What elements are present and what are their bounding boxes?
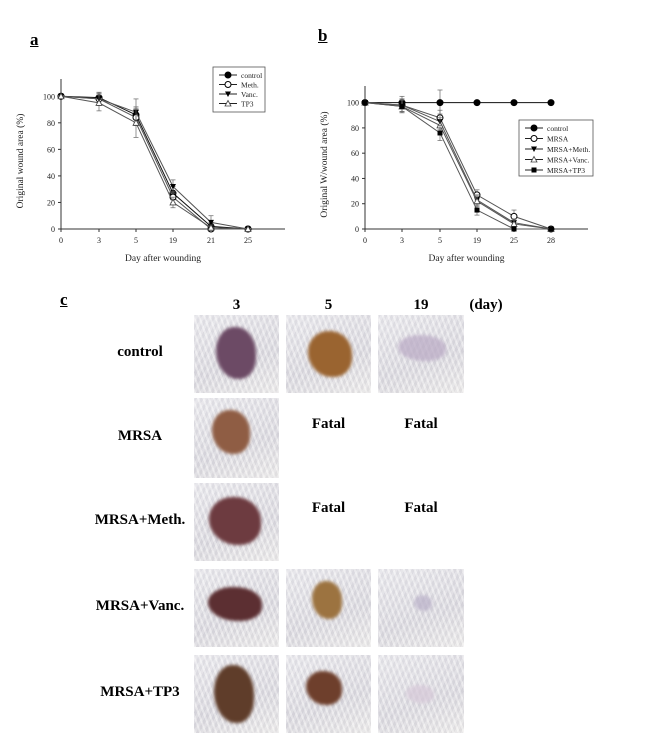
series-control <box>361 89 555 116</box>
svg-text:19: 19 <box>473 236 481 245</box>
svg-text:Vanc.: Vanc. <box>241 90 258 99</box>
wound-photo <box>194 315 279 393</box>
svg-text:control: control <box>241 71 262 80</box>
svg-text:Original W/wound area (%): Original W/wound area (%) <box>319 111 330 217</box>
wound-photo <box>194 569 279 647</box>
chart-a: 0 20 40 60 80 100 0 3 5 19 21 25 Day after wounding O… <box>15 66 285 264</box>
svg-text:MRSA+TP3: MRSA+TP3 <box>547 166 585 175</box>
day-unit-label: (day) <box>469 297 503 313</box>
svg-text:0: 0 <box>355 225 359 234</box>
series-tp3 <box>57 92 252 232</box>
panel-label-b: b <box>318 26 328 45</box>
svg-text:TP3: TP3 <box>241 100 254 109</box>
svg-text:Day after wounding: Day after wounding <box>429 253 505 264</box>
svg-text:3: 3 <box>97 236 101 245</box>
svg-text:19: 19 <box>169 236 177 245</box>
row-label: MRSA+Meth. <box>94 512 186 528</box>
panel-label-a: a <box>30 30 39 49</box>
svg-text:MRSA: MRSA <box>547 135 569 144</box>
day-header-19: 19 <box>413 297 429 313</box>
svg-text:40: 40 <box>47 172 55 181</box>
svg-text:80: 80 <box>351 124 359 133</box>
panel-label-c: c <box>60 290 68 309</box>
svg-text:20: 20 <box>351 200 359 209</box>
svg-text:Meth.: Meth. <box>241 81 259 90</box>
day-header-3: 3 <box>232 297 241 313</box>
svg-text:60: 60 <box>47 145 55 154</box>
day-header-5: 5 <box>324 297 333 313</box>
wound-photo <box>378 569 464 647</box>
svg-text:MRSA+Vanc.: MRSA+Vanc. <box>547 156 589 165</box>
svg-text:5: 5 <box>134 236 138 245</box>
svg-text:0: 0 <box>59 236 63 245</box>
svg-text:28: 28 <box>547 236 555 245</box>
wound-photo <box>194 483 279 561</box>
wound-photo <box>378 315 464 393</box>
row-label: MRSA <box>117 428 163 444</box>
svg-text:21: 21 <box>207 236 215 245</box>
svg-text:80: 80 <box>47 119 55 128</box>
wound-photo <box>286 655 371 733</box>
wound-photo <box>194 398 279 478</box>
svg-text:100: 100 <box>347 99 359 108</box>
svg-text:0: 0 <box>51 225 55 234</box>
row-label: MRSA+Vanc. <box>95 598 185 614</box>
row-label: MRSA+TP3 <box>100 684 180 700</box>
svg-text:25: 25 <box>510 236 518 245</box>
svg-text:0: 0 <box>363 236 367 245</box>
wound-photo <box>286 315 371 393</box>
fatal-label: Fatal <box>404 500 438 516</box>
svg-text:control: control <box>547 124 568 133</box>
svg-text:20: 20 <box>47 198 55 207</box>
row-label: control <box>117 344 163 360</box>
svg-text:MRSA+Meth.: MRSA+Meth. <box>547 145 590 154</box>
svg-text:60: 60 <box>351 149 359 158</box>
fatal-label: Fatal <box>404 416 438 432</box>
svg-text:100: 100 <box>43 92 55 101</box>
svg-text:5: 5 <box>438 236 442 245</box>
wound-photo <box>286 569 371 647</box>
svg-text:Original wound area (%): Original wound area (%) <box>15 114 26 209</box>
series-mrsa-tp3 <box>362 99 554 232</box>
wound-photo <box>378 655 464 733</box>
svg-text:40: 40 <box>351 174 359 183</box>
wound-photo <box>194 655 279 733</box>
svg-text:Day after wounding: Day after wounding <box>125 253 201 264</box>
fatal-label: Fatal <box>311 416 346 432</box>
fatal-label: Fatal <box>311 500 346 516</box>
svg-text:3: 3 <box>400 236 404 245</box>
svg-text:25: 25 <box>244 236 252 245</box>
chart-b: 0 20 40 60 80 100 0 3 5 19 25 28 Day after wounding O… <box>319 86 594 264</box>
